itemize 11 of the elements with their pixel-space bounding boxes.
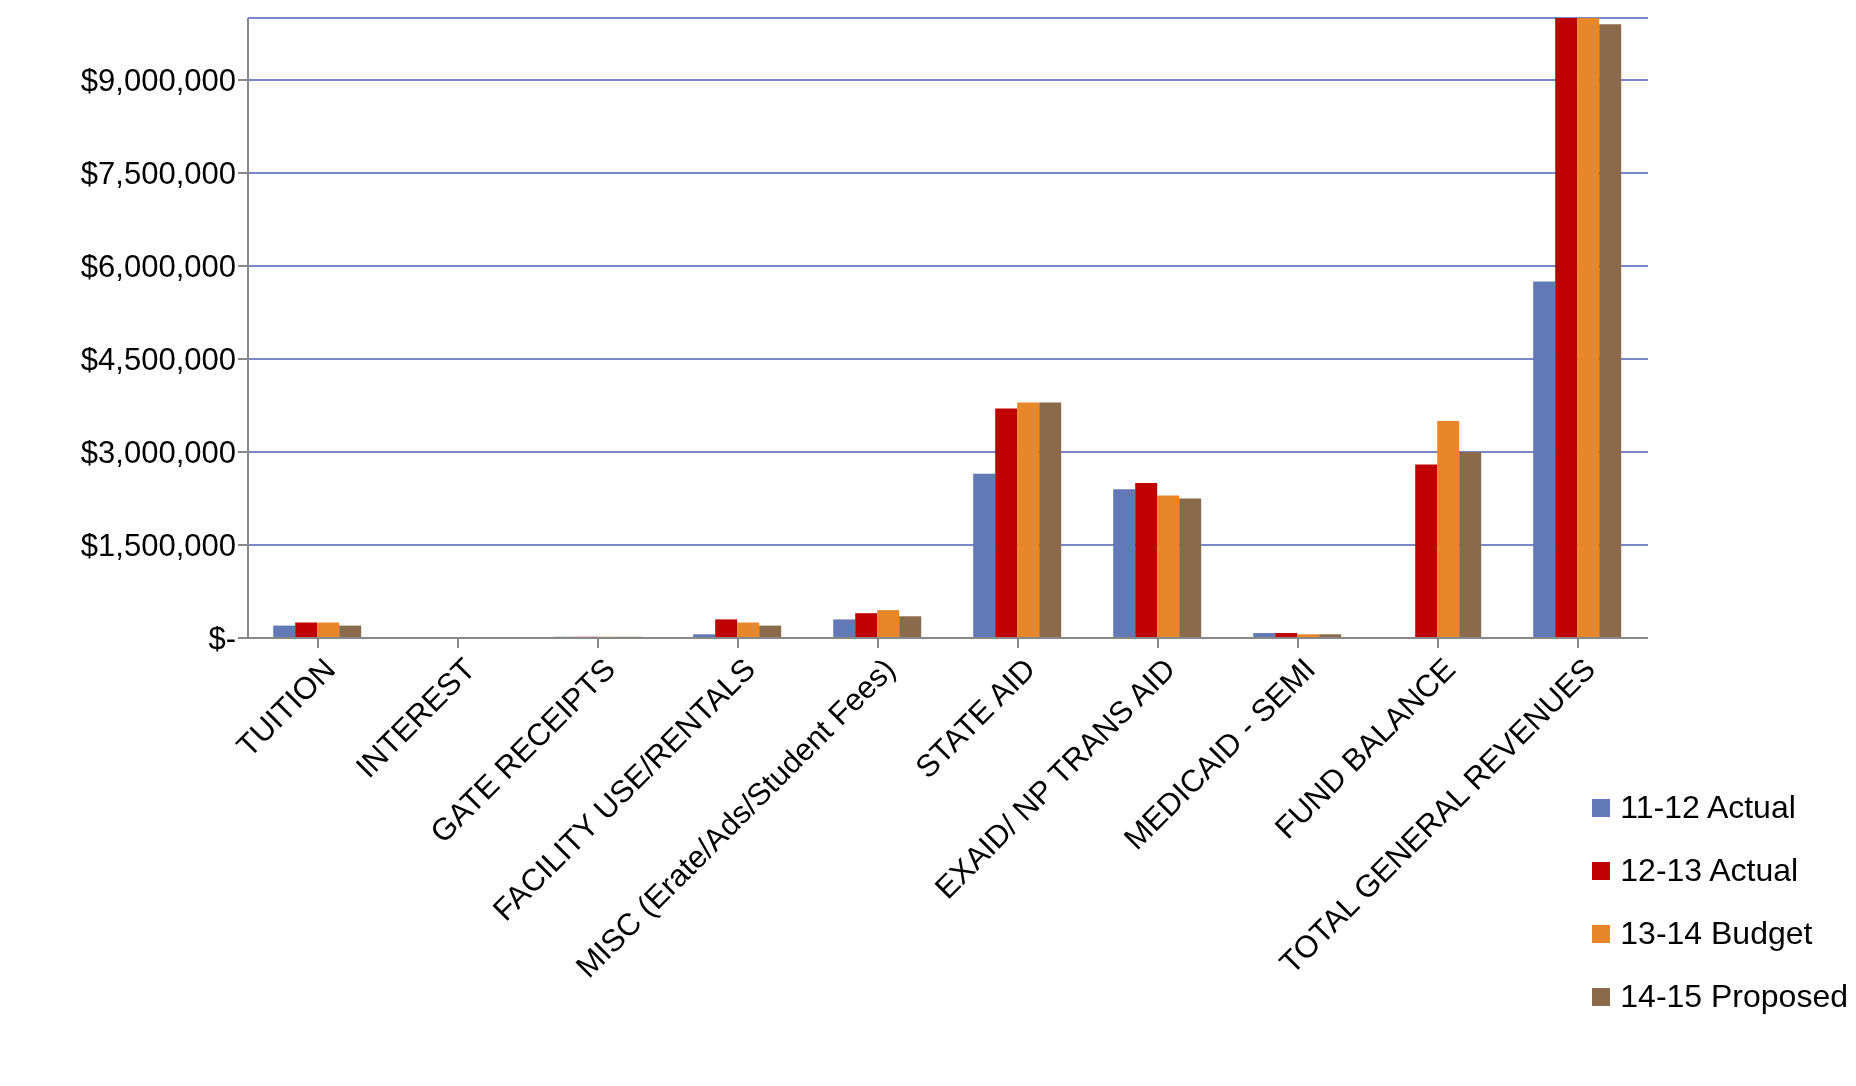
y-tick-label: $1,500,000 [80, 528, 236, 564]
legend-label: 13-14 Budget [1620, 915, 1813, 952]
legend-label: 12-13 Actual [1620, 852, 1799, 889]
legend-label: 11-12 Actual [1620, 789, 1796, 826]
y-tick-label: $4,500,000 [80, 342, 236, 378]
y-tick-label: $9,000,000 [80, 63, 236, 98]
y-tick-label: $6,000,000 [80, 249, 236, 285]
legend-label: 14-15 Proposed [1620, 978, 1848, 1015]
y-tick-label: $7,500,000 [80, 156, 236, 192]
y-tick-label: $- [208, 621, 236, 657]
y-tick-label: $3,000,000 [80, 435, 236, 471]
